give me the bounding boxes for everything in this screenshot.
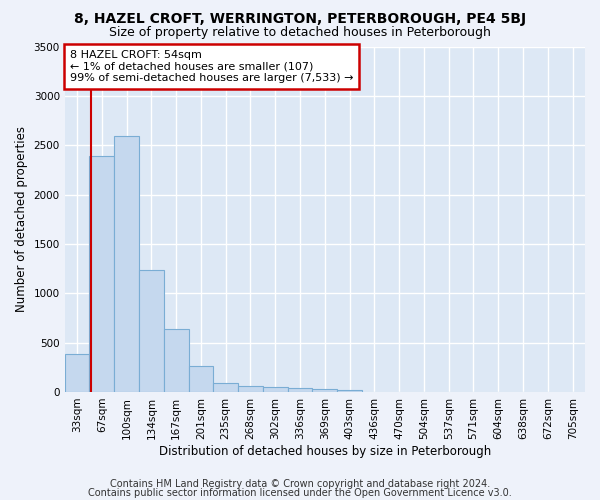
Bar xyxy=(114,136,139,392)
Bar xyxy=(188,366,214,392)
Bar xyxy=(164,329,188,392)
Bar xyxy=(313,389,337,392)
Bar xyxy=(238,386,263,392)
Text: Size of property relative to detached houses in Peterborough: Size of property relative to detached ho… xyxy=(109,26,491,39)
Bar xyxy=(65,354,89,392)
Bar xyxy=(287,388,313,392)
Text: 8, HAZEL CROFT, WERRINGTON, PETERBOROUGH, PE4 5BJ: 8, HAZEL CROFT, WERRINGTON, PETERBOROUGH… xyxy=(74,12,526,26)
Bar xyxy=(89,156,114,392)
Text: Contains public sector information licensed under the Open Government Licence v3: Contains public sector information licen… xyxy=(88,488,512,498)
Text: Contains HM Land Registry data © Crown copyright and database right 2024.: Contains HM Land Registry data © Crown c… xyxy=(110,479,490,489)
Text: 8 HAZEL CROFT: 54sqm
← 1% of detached houses are smaller (107)
99% of semi-detac: 8 HAZEL CROFT: 54sqm ← 1% of detached ho… xyxy=(70,50,353,83)
Bar xyxy=(263,386,287,392)
Bar xyxy=(214,382,238,392)
Bar xyxy=(139,270,164,392)
Y-axis label: Number of detached properties: Number of detached properties xyxy=(15,126,28,312)
Bar xyxy=(337,390,362,392)
X-axis label: Distribution of detached houses by size in Peterborough: Distribution of detached houses by size … xyxy=(159,444,491,458)
